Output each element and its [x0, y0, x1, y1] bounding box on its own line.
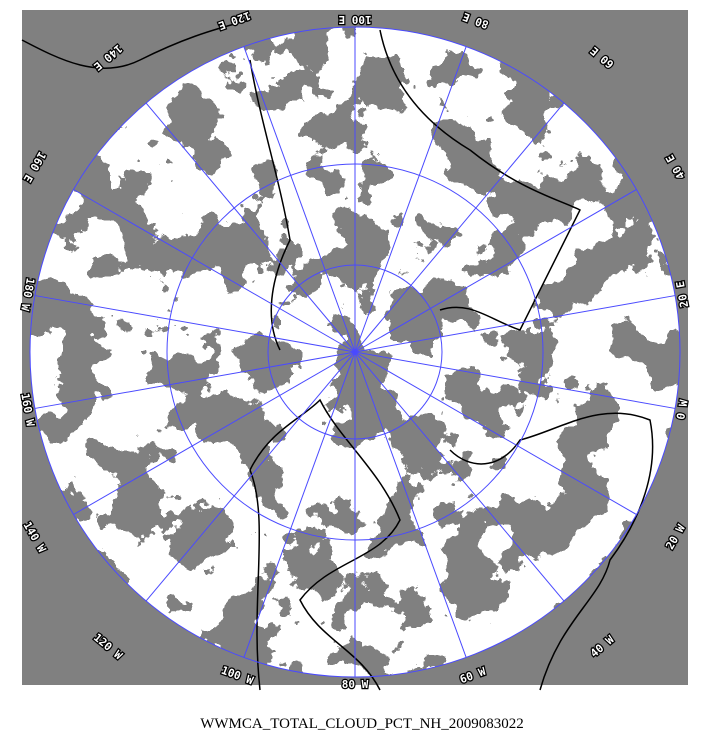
meridian — [354, 189, 637, 353]
meridian — [243, 46, 356, 353]
caption: WWMCA_TOTAL_CLOUD_PCT_NH_2009083022 — [200, 716, 524, 732]
meridian — [145, 351, 356, 602]
longitude-label: 100 E — [338, 13, 371, 26]
longitude-label: 80 W — [342, 678, 369, 691]
meridian — [354, 351, 565, 602]
longitude-label: 0 W — [674, 398, 690, 420]
meridian — [34, 351, 356, 409]
meridian — [73, 189, 356, 353]
meridian — [354, 295, 676, 353]
meridian — [243, 351, 356, 658]
meridian — [354, 46, 467, 353]
meridian — [145, 102, 356, 353]
meridian — [34, 295, 356, 353]
meridian — [73, 351, 356, 515]
meridian — [354, 351, 676, 409]
meridian — [354, 102, 565, 353]
meridian — [354, 351, 467, 658]
longitude-label: 20 E — [674, 280, 691, 308]
coastlines — [21, 19, 654, 691]
graticule — [29, 26, 681, 678]
meridian — [354, 351, 637, 515]
